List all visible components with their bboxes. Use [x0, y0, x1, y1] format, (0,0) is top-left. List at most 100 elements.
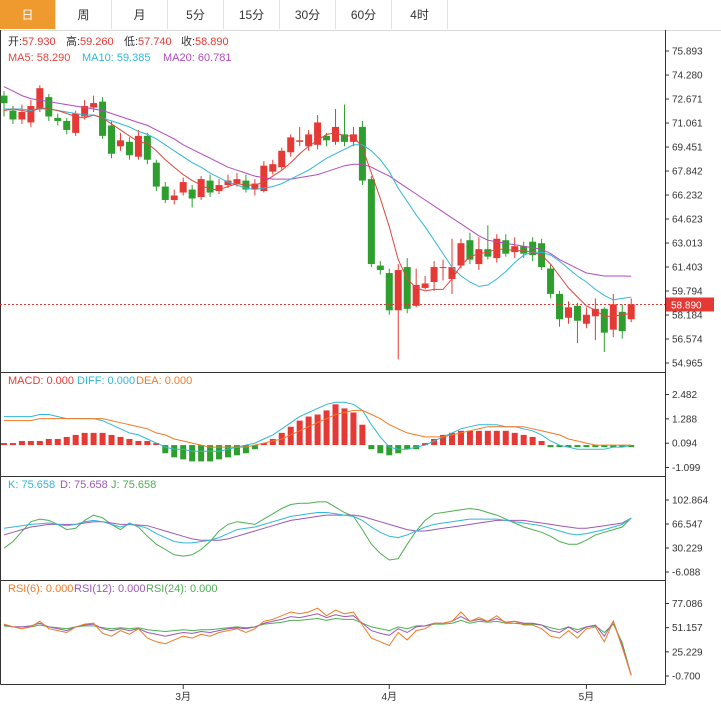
rsi12-legend: RSI(12): 0.000	[74, 583, 146, 595]
candle-body	[627, 304, 635, 320]
macd-bar	[538, 441, 545, 446]
rsi24-line	[3, 617, 632, 676]
price-axis-tick-label: 71.061	[672, 119, 703, 130]
macd-bar	[63, 436, 70, 446]
candle-body	[358, 126, 366, 181]
macd-bar	[386, 445, 393, 456]
tab-week[interactable]: 周	[56, 0, 112, 29]
macd-bar	[619, 445, 626, 448]
open-value: 57.930	[22, 36, 56, 48]
low-value: 57.740	[138, 36, 172, 48]
tab-day[interactable]: 日	[0, 0, 56, 29]
candle-body	[81, 106, 89, 117]
macd-bar	[198, 445, 205, 462]
macd-bar	[153, 443, 160, 446]
candle-body	[600, 308, 608, 333]
candle-body	[134, 135, 142, 157]
macd-bar	[583, 445, 590, 448]
j-line	[3, 501, 632, 561]
price-axis-tick-label: 75.893	[672, 47, 703, 58]
macd-bar	[520, 434, 527, 446]
kdj-axis-tick-label: -6.088	[672, 568, 701, 579]
macd-bar	[404, 445, 411, 450]
macd-bar	[440, 434, 447, 446]
macd-bar	[45, 438, 52, 446]
open-label: 开:	[8, 36, 22, 48]
tab-30min[interactable]: 30分	[280, 0, 336, 29]
candle-body	[340, 134, 348, 142]
candle-body	[394, 270, 402, 311]
macd-bar	[99, 432, 106, 446]
tab-15min[interactable]: 15分	[224, 0, 280, 29]
close-value: 58.890	[195, 36, 229, 48]
candle-body	[332, 126, 340, 142]
macd-legend: MACD: 0.000	[8, 375, 74, 387]
candle-body	[251, 183, 259, 190]
macd-bar	[108, 434, 115, 446]
dea-line	[4, 409, 632, 448]
chart-canvas[interactable]: 开: 57.930 高: 59.260 低: 57.740 收: 58.890 …	[0, 30, 721, 710]
macd-bar	[511, 432, 518, 446]
macd-bar	[502, 430, 509, 446]
candle-body	[27, 106, 35, 123]
candle-body	[170, 195, 178, 200]
kdj-axis-tick-label: 30.229	[672, 544, 703, 555]
x-axis-month-label: 5月	[579, 691, 595, 703]
candle-body	[9, 110, 17, 120]
close-label: 收:	[181, 34, 195, 48]
macd-bar	[233, 445, 240, 456]
rsi12-line	[3, 613, 632, 676]
candle-body	[412, 284, 420, 306]
macd-bar	[90, 432, 97, 446]
macd-bar	[628, 445, 635, 448]
candle-body	[152, 162, 160, 187]
ma10-legend: MA10: 59.385	[82, 52, 151, 64]
macd-bar	[72, 434, 79, 446]
macd-bar	[601, 445, 608, 448]
tab-60min[interactable]: 60分	[336, 0, 392, 29]
candle-body	[511, 246, 519, 253]
macd-bar	[144, 441, 151, 446]
candle-body	[457, 243, 465, 266]
macd-bar	[350, 412, 357, 446]
candle-body	[287, 137, 295, 153]
macd-bar	[529, 436, 536, 446]
tab-4hour[interactable]: 4时	[392, 0, 448, 29]
macd-bar	[162, 445, 169, 454]
candle-body	[556, 293, 564, 320]
macd-bar	[126, 438, 133, 446]
candle-body	[439, 267, 447, 269]
macd-bar	[565, 445, 572, 448]
price-axis-tick-label: 61.403	[672, 263, 703, 274]
tab-month[interactable]: 月	[112, 0, 168, 29]
tab-5min[interactable]: 5分	[168, 0, 224, 29]
candle-body	[197, 179, 205, 197]
rsi24-legend: RSI(24): 0.000	[146, 583, 218, 595]
d-legend: D: 75.658	[60, 479, 108, 491]
candle-body	[116, 140, 124, 147]
candle-body	[179, 182, 187, 193]
macd-bar	[341, 408, 348, 446]
kdj-axis-tick-label: 66.547	[672, 519, 703, 530]
macd-bar	[180, 445, 187, 460]
candle-body	[609, 304, 617, 330]
k-legend: K: 75.658	[8, 479, 55, 491]
macd-bar	[9, 443, 16, 446]
candle-body	[269, 164, 277, 172]
ma20-legend: MA20: 60.781	[163, 52, 232, 64]
macd-axis-tick-label: 2.482	[672, 390, 697, 401]
macd-bar	[251, 445, 258, 450]
price-axis-tick-label: 56.574	[672, 335, 703, 346]
candle-body	[430, 267, 438, 282]
macd-bar	[466, 430, 473, 446]
candle-body	[161, 186, 169, 200]
candle-body	[188, 189, 196, 199]
macd-bar	[135, 441, 142, 446]
d-line	[3, 514, 632, 541]
x-axis-month-label: 4月	[381, 691, 397, 703]
macd-bar	[359, 424, 366, 446]
plot-layer: 75.893 74.280 72.671 71.061 69.451 67.842 66.2…	[0, 47, 714, 703]
diff-legend: DIFF: 0.000	[77, 375, 135, 387]
candle-body	[260, 165, 268, 192]
kdj-axis-tick-label: 102.864	[672, 496, 709, 507]
